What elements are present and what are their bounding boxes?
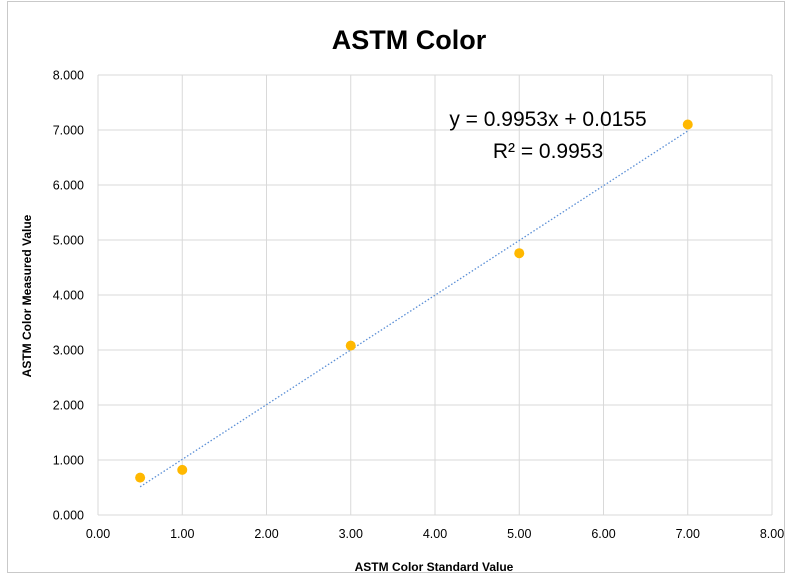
trendline-equation: y = 0.9953x + 0.0155: [449, 108, 646, 131]
y-tick-label: 6.000: [53, 179, 84, 193]
y-tick-label: 4.000: [53, 289, 84, 303]
y-tick-label: 8.000: [53, 69, 84, 83]
data-point: [345, 340, 356, 351]
x-tick-label: 4.00: [423, 527, 447, 541]
chart-title: ASTM Color: [332, 25, 487, 55]
y-tick-label: 1.000: [53, 454, 84, 468]
y-axis-title: ASTM Color Measured Value: [20, 214, 34, 377]
y-tick-labels: 0.000 1.000 2.000 3.000 4.000 5.000 6.000 7.000…: [53, 69, 84, 523]
data-point: [177, 464, 188, 475]
r-squared-label: R² = 0.9953: [493, 140, 603, 163]
data-point: [682, 119, 693, 130]
grid-lines: [97, 74, 773, 516]
data-point: [514, 248, 525, 259]
x-axis-title: ASTM Color Standard Value: [355, 560, 514, 574]
x-tick-labels: 0.00 1.00 2.00 3.00 4.00 5.00 6.00 7.00 8.00: [86, 527, 784, 541]
x-tick-label: 0.00: [86, 527, 110, 541]
y-tick-label: 2.000: [53, 399, 84, 413]
y-tick-label: 3.000: [53, 344, 84, 358]
x-tick-label: 6.00: [591, 527, 615, 541]
x-tick-label: 7.00: [676, 527, 700, 541]
x-tick-label: 3.00: [339, 527, 363, 541]
y-tick-label: 7.000: [53, 124, 84, 138]
x-tick-label: 2.00: [254, 527, 278, 541]
y-tick-label: 0.000: [53, 509, 84, 523]
trendline-group: [139, 130, 689, 488]
data-points: [135, 119, 693, 483]
x-tick-label: 5.00: [507, 527, 531, 541]
x-tick-label: 1.00: [170, 527, 194, 541]
y-tick-label: 5.000: [53, 234, 84, 248]
data-point: [135, 472, 146, 483]
trendline: [139, 130, 689, 488]
x-tick-label: 8.00: [760, 527, 784, 541]
